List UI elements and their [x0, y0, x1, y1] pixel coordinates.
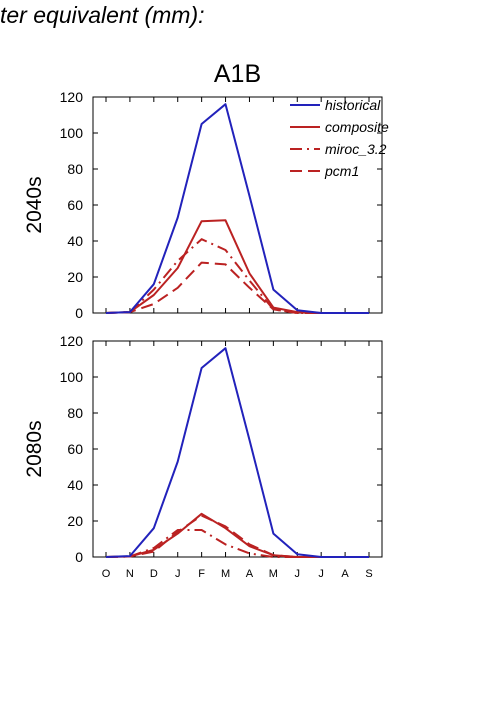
panel-2-xtick-label: J	[318, 568, 324, 580]
panel-2-ytick-label: 100	[60, 369, 84, 385]
panel-1-row-label: 2040s	[23, 176, 46, 233]
panel-2-ytick-label: 120	[60, 333, 84, 349]
panel-2-frame	[92, 340, 383, 558]
panel-1-title: A1B	[214, 60, 261, 88]
panel-2-ytick-label: 80	[67, 405, 83, 421]
panel-2-xtick-label: O	[102, 568, 111, 580]
legend-label-composite: composite	[325, 119, 389, 135]
panel-2-xtick-label: J	[175, 568, 181, 580]
panel-1-ytick-label: 40	[67, 233, 83, 249]
panel-1-ytick-label: 20	[67, 269, 83, 285]
legend-label-historical: historical	[325, 97, 381, 113]
panel-2-xtick-label: A	[246, 568, 254, 580]
panel-1-ytick-label: 100	[60, 125, 84, 141]
panel-2-xtick-label: S	[365, 568, 372, 580]
panel-1-series-historical	[105, 103, 369, 314]
panel-2-xtick-label: N	[126, 568, 134, 580]
panel-1-series-pcm1	[105, 261, 369, 314]
panel-2-row-label: 2080s	[23, 420, 46, 477]
panel-2-xtick-label: M	[269, 568, 278, 580]
legend-label-miroc-3-2: miroc_3.2	[325, 141, 387, 157]
panel-2-ytick-label: 40	[67, 477, 83, 493]
panel-1-ytick-label: 120	[60, 89, 84, 105]
panel-1-ytick-label: 60	[67, 197, 83, 213]
page-title: ter equivalent (mm):	[0, 2, 205, 28]
panel-2-ytick-label: 60	[67, 441, 83, 457]
panel-2-xtick-label: M	[221, 568, 230, 580]
panel-2-xtick-label: J	[295, 568, 301, 580]
panel-2-ytick-label: 0	[75, 549, 83, 565]
panel-1-ytick-label: 0	[75, 305, 83, 321]
panel-2-ytick-label: 20	[67, 513, 83, 529]
panel-2-xtick-label: F	[198, 568, 205, 580]
legend-label-pcm1: pcm1	[324, 163, 359, 179]
panel-2-xtick-label: A	[341, 568, 349, 580]
panel-1-ytick-label: 80	[67, 161, 83, 177]
panel-2-series-historical	[105, 347, 369, 558]
panel-2-xtick-label: D	[150, 568, 158, 580]
panel-1-series-miroc-3-2	[105, 238, 369, 314]
